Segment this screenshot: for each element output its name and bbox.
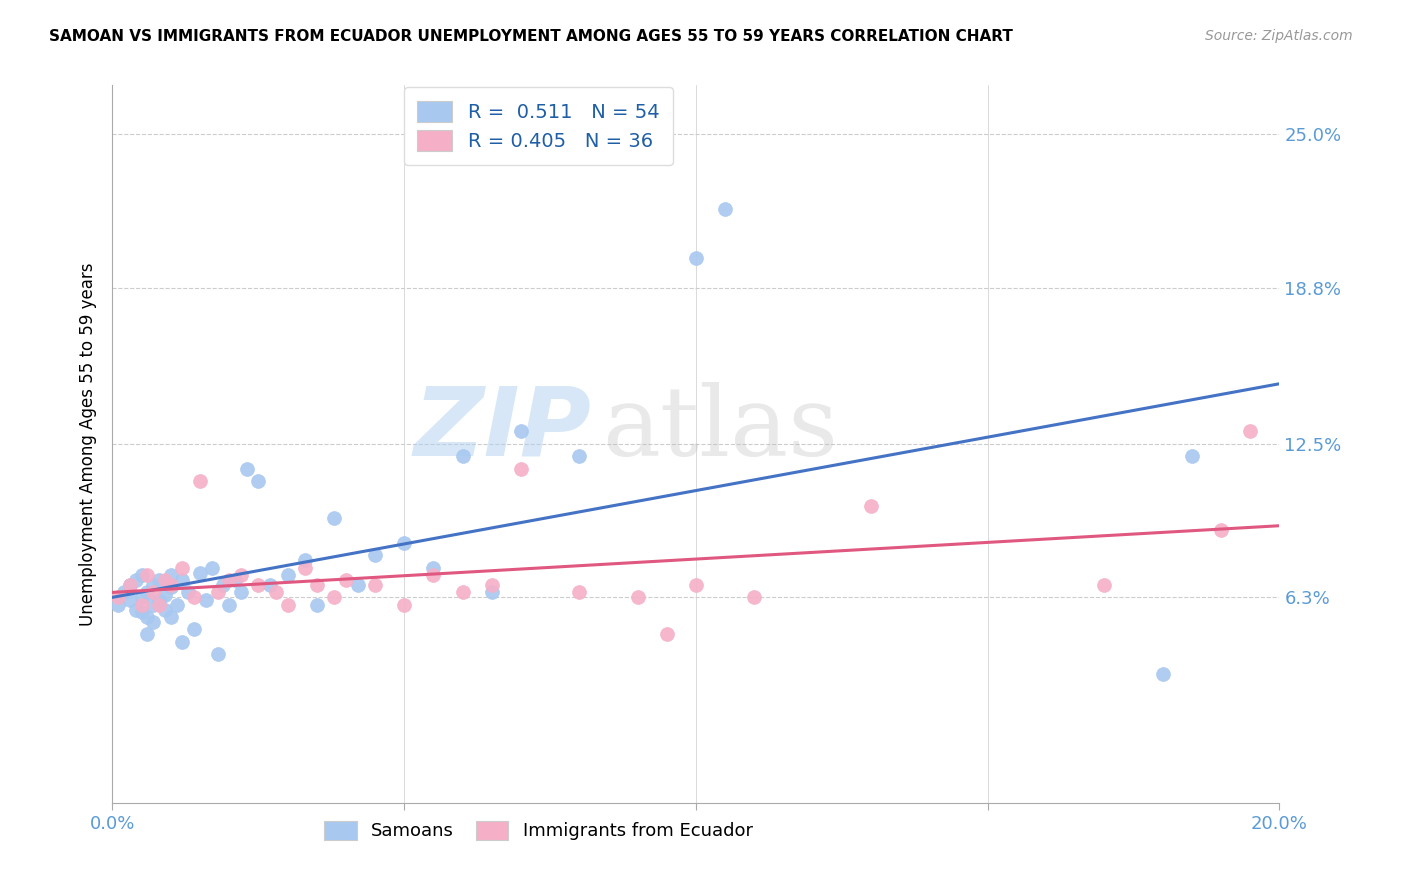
Point bbox=[422, 560, 444, 574]
Point bbox=[183, 623, 205, 637]
Point bbox=[188, 566, 211, 580]
Point bbox=[142, 598, 165, 612]
Point bbox=[714, 202, 737, 216]
Point bbox=[131, 605, 153, 619]
Point bbox=[172, 635, 194, 649]
Point bbox=[118, 578, 141, 592]
Point bbox=[218, 573, 240, 587]
Point bbox=[294, 553, 316, 567]
Point bbox=[685, 251, 707, 265]
Point bbox=[194, 592, 217, 607]
Point bbox=[422, 568, 444, 582]
Point bbox=[107, 591, 129, 605]
Point bbox=[264, 585, 287, 599]
Point bbox=[860, 499, 883, 513]
Point bbox=[568, 449, 591, 463]
Point bbox=[136, 610, 159, 624]
Point bbox=[136, 585, 159, 599]
Point bbox=[125, 602, 148, 616]
Point bbox=[394, 598, 416, 612]
Point bbox=[160, 581, 183, 595]
Text: atlas: atlas bbox=[603, 383, 838, 476]
Point bbox=[394, 536, 416, 550]
Point bbox=[451, 449, 474, 463]
Point bbox=[160, 568, 183, 582]
Point bbox=[131, 568, 153, 582]
Point bbox=[323, 511, 346, 525]
Point bbox=[160, 610, 183, 624]
Point bbox=[229, 585, 252, 599]
Point bbox=[346, 578, 368, 592]
Point bbox=[259, 578, 281, 592]
Point bbox=[207, 647, 229, 661]
Point bbox=[509, 425, 531, 439]
Point bbox=[142, 615, 165, 629]
Point bbox=[1181, 449, 1204, 463]
Point bbox=[1239, 425, 1261, 439]
Point bbox=[112, 585, 135, 599]
Point bbox=[247, 578, 270, 592]
Point bbox=[183, 591, 205, 605]
Point bbox=[142, 578, 165, 592]
Point bbox=[627, 591, 650, 605]
Point bbox=[148, 592, 170, 607]
Point bbox=[335, 573, 357, 587]
Point bbox=[1209, 524, 1232, 538]
Point bbox=[107, 598, 129, 612]
Point bbox=[148, 598, 170, 612]
Point bbox=[481, 578, 503, 592]
Point bbox=[136, 568, 159, 582]
Point bbox=[172, 573, 194, 587]
Point bbox=[118, 592, 141, 607]
Point bbox=[207, 585, 229, 599]
Y-axis label: Unemployment Among Ages 55 to 59 years: Unemployment Among Ages 55 to 59 years bbox=[79, 262, 97, 625]
Legend: Samoans, Immigrants from Ecuador: Samoans, Immigrants from Ecuador bbox=[316, 814, 759, 847]
Point bbox=[1152, 667, 1174, 681]
Point bbox=[451, 585, 474, 599]
Point bbox=[136, 627, 159, 641]
Point bbox=[229, 568, 252, 582]
Point bbox=[294, 560, 316, 574]
Point bbox=[125, 573, 148, 587]
Point bbox=[177, 585, 200, 599]
Point bbox=[509, 461, 531, 475]
Point bbox=[166, 598, 188, 612]
Text: ZIP: ZIP bbox=[413, 383, 591, 476]
Text: Source: ZipAtlas.com: Source: ZipAtlas.com bbox=[1205, 29, 1353, 43]
Point bbox=[481, 585, 503, 599]
Point bbox=[235, 461, 257, 475]
Point bbox=[148, 573, 170, 587]
Point bbox=[160, 578, 183, 592]
Point bbox=[323, 591, 346, 605]
Point bbox=[685, 578, 707, 592]
Point bbox=[188, 474, 211, 488]
Point bbox=[153, 602, 176, 616]
Point bbox=[212, 578, 235, 592]
Point bbox=[742, 591, 765, 605]
Point bbox=[568, 585, 591, 599]
Point bbox=[247, 474, 270, 488]
Point bbox=[153, 588, 176, 602]
Text: SAMOAN VS IMMIGRANTS FROM ECUADOR UNEMPLOYMENT AMONG AGES 55 TO 59 YEARS CORRELA: SAMOAN VS IMMIGRANTS FROM ECUADOR UNEMPL… bbox=[49, 29, 1014, 44]
Point bbox=[305, 578, 328, 592]
Point bbox=[1094, 578, 1116, 592]
Point bbox=[153, 573, 176, 587]
Point bbox=[172, 560, 194, 574]
Point bbox=[224, 573, 246, 587]
Point bbox=[276, 568, 298, 582]
Point bbox=[218, 598, 240, 612]
Point bbox=[655, 627, 678, 641]
Point bbox=[201, 560, 224, 574]
Point bbox=[364, 578, 387, 592]
Point bbox=[142, 585, 165, 599]
Point bbox=[364, 548, 387, 562]
Point bbox=[276, 598, 298, 612]
Point bbox=[118, 578, 141, 592]
Point bbox=[131, 598, 153, 612]
Point bbox=[305, 598, 328, 612]
Point bbox=[131, 591, 153, 605]
